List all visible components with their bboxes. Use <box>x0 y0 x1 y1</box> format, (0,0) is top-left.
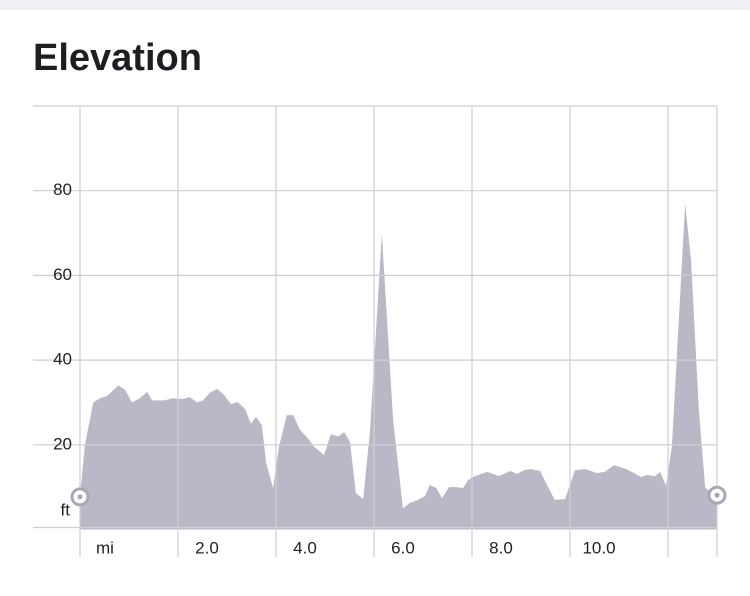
y-tick-label: 40 <box>53 350 72 369</box>
y-unit: ft <box>61 500 71 519</box>
elevation-area <box>80 203 717 530</box>
x-tick-label: 2.0 <box>195 538 219 557</box>
y-tick-label: 60 <box>53 265 72 284</box>
x-tick-label: 10.0 <box>582 538 615 557</box>
x-unit: mi <box>96 538 114 557</box>
endpoint-dot <box>714 492 720 498</box>
x-tick-label: 4.0 <box>293 538 317 557</box>
y-tick-label: 80 <box>53 180 72 199</box>
y-tick-label: 20 <box>53 434 72 453</box>
chart-title: Elevation <box>33 37 202 79</box>
endpoint-dot <box>77 494 83 500</box>
x-tick-label: 8.0 <box>489 538 513 557</box>
x-tick-label: 6.0 <box>391 538 415 557</box>
top-bar <box>0 0 750 10</box>
